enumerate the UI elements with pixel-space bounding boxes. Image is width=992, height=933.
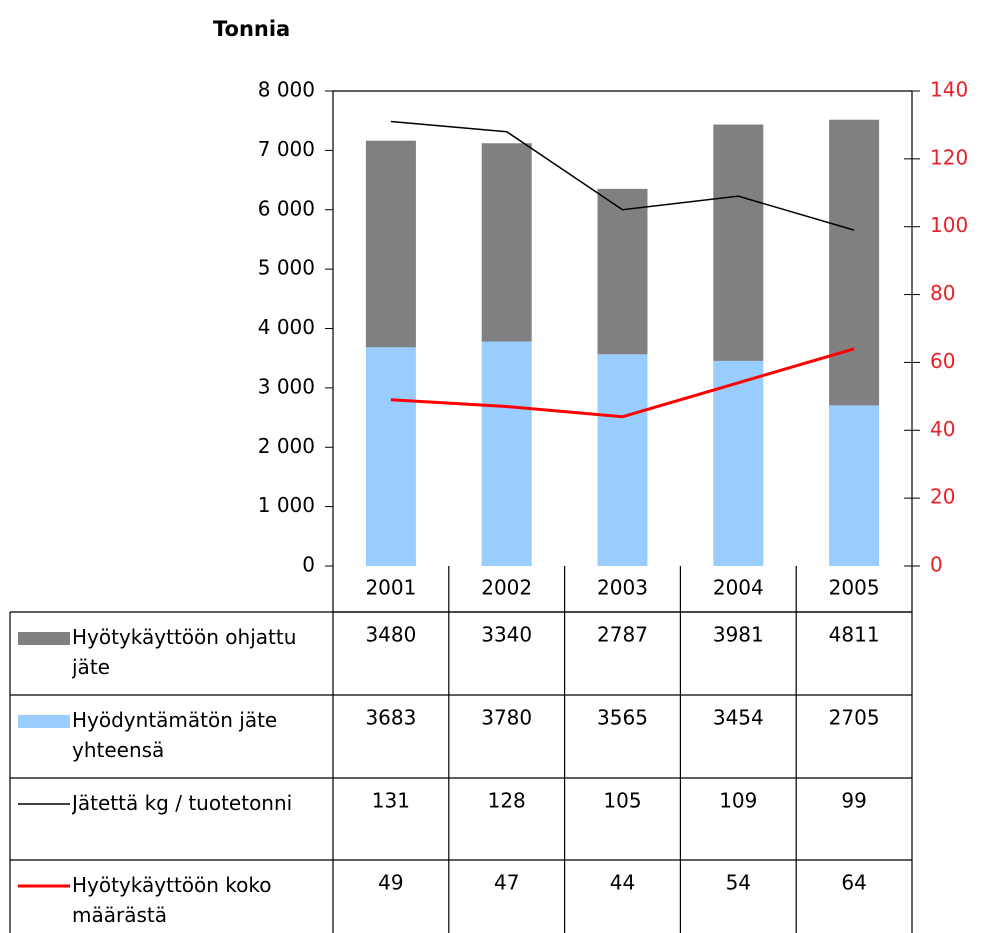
table-value: 99 — [841, 789, 866, 813]
legend-item: Hyödyntämätön jäte yhteensä — [72, 708, 278, 762]
line-series — [390, 120, 855, 231]
x-tick-label: 2002 — [481, 576, 532, 600]
y-tick-label: 3 000 — [258, 374, 315, 398]
bar — [481, 143, 532, 342]
x-tick-label: 2001 — [365, 576, 416, 600]
legend-label: Jätettä kg / tuotetonni — [72, 791, 293, 815]
line-series — [390, 347, 855, 419]
table-value: 3454 — [713, 706, 764, 730]
table-value: 3981 — [713, 623, 764, 647]
y-tick-label: 0 — [302, 553, 315, 577]
legend-swatch — [18, 632, 70, 645]
bar — [597, 188, 648, 355]
bar — [829, 119, 880, 406]
table-value: 44 — [610, 871, 635, 895]
y2-tick-label: 20 — [930, 485, 955, 509]
table-value: 54 — [726, 871, 751, 895]
table-value: 109 — [719, 789, 757, 813]
table-value: 131 — [372, 789, 410, 813]
table-value: 3340 — [481, 623, 532, 647]
legend-label: Hyötykäyttöön ohjattu jäte — [72, 625, 297, 679]
table-value: 105 — [603, 789, 641, 813]
chart-title: Tonnia — [213, 17, 290, 41]
legend-label: Hyötykäyttöön koko määrästä — [72, 873, 272, 927]
legend-swatch — [18, 715, 70, 728]
y2-tick-label: 40 — [930, 417, 955, 441]
y2-tick-label: 60 — [930, 349, 955, 373]
table-value: 3480 — [365, 623, 416, 647]
table-value: 64 — [841, 871, 866, 895]
table-value: 2705 — [829, 706, 880, 730]
legend-item: Hyötykäyttöön ohjattu jäte — [72, 625, 297, 679]
table-value: 4811 — [829, 623, 880, 647]
table-value: 3565 — [597, 706, 648, 730]
y-tick-label: 7 000 — [258, 137, 315, 161]
bar — [713, 360, 764, 566]
table-value: 2787 — [597, 623, 648, 647]
table-value: 128 — [488, 789, 526, 813]
y2-tick-label: 80 — [930, 281, 955, 305]
y2-tick-label: 120 — [930, 145, 968, 169]
bar — [365, 140, 416, 348]
bar — [829, 405, 880, 566]
y-tick-label: 6 000 — [258, 196, 315, 220]
x-tick-label: 2003 — [597, 576, 648, 600]
y-tick-label: 5 000 — [258, 256, 315, 280]
bar — [713, 124, 764, 361]
table-value: 3780 — [481, 706, 532, 730]
y2-tick-label: 0 — [930, 553, 943, 577]
legend-item: Jätettä kg / tuotetonni — [72, 791, 293, 815]
legend-item: Hyötykäyttöön koko määrästä — [72, 873, 272, 927]
bar — [365, 347, 416, 566]
table-value: 3683 — [365, 706, 416, 730]
x-tick-label: 2005 — [829, 576, 880, 600]
bar — [481, 341, 532, 566]
y-tick-label: 8 000 — [258, 78, 315, 102]
bar — [597, 354, 648, 566]
y2-tick-label: 100 — [930, 213, 968, 237]
y-tick-label: 2 000 — [258, 434, 315, 458]
legend-label: Hyödyntämätön jäte yhteensä — [72, 708, 278, 762]
y-tick-label: 1 000 — [258, 493, 315, 517]
x-tick-label: 2004 — [713, 576, 764, 600]
y-tick-label: 4 000 — [258, 315, 315, 339]
table-value: 47 — [494, 871, 519, 895]
table-value: 49 — [378, 871, 403, 895]
y2-tick-label: 140 — [930, 78, 968, 102]
